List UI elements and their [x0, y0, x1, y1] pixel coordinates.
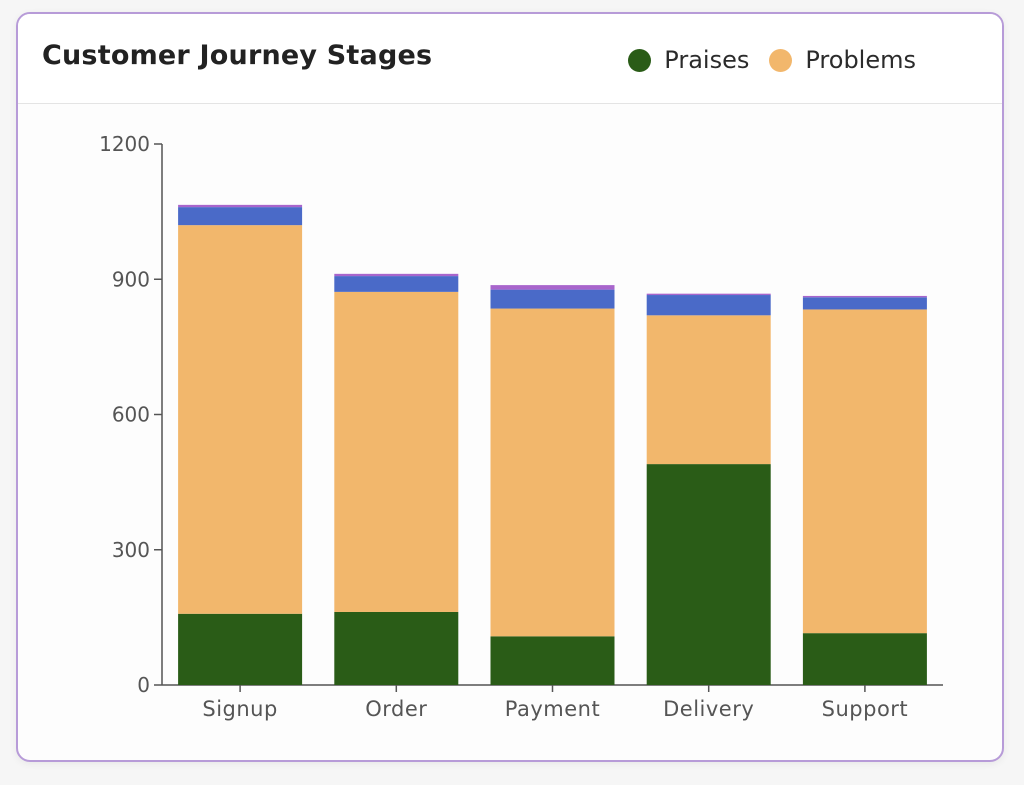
x-tick-label-payment: Payment	[505, 697, 600, 721]
bar-signup-series-4	[178, 204, 303, 208]
legend: Praises Problems	[608, 46, 916, 74]
bar-order-problems	[334, 291, 459, 612]
labels: 0 300 600 900 1200 Signup Order Payment Delivery…	[99, 132, 908, 721]
bar-delivery-series-3	[646, 295, 771, 316]
bar-delivery-praises	[646, 464, 771, 685]
card-header: Customer Journey Stages Praises Problems	[18, 14, 1002, 104]
bar-support-series-3	[802, 297, 927, 310]
chart-card: Customer Journey Stages Praises Problems…	[16, 12, 1004, 762]
legend-label-praises: Praises	[664, 46, 750, 74]
y-tick-label: 1200	[99, 132, 150, 156]
bar-order-series-4	[334, 273, 459, 277]
y-tick-label: 900	[112, 267, 150, 291]
bar-payment-problems	[490, 308, 615, 637]
bars	[178, 204, 927, 685]
x-tick-label-order: Order	[365, 697, 427, 721]
legend-swatch-praises	[628, 48, 652, 72]
bar-delivery-problems	[646, 315, 771, 465]
x-tick-label-delivery: Delivery	[663, 697, 754, 721]
chart-title: Customer Journey Stages	[42, 40, 433, 71]
bar-delivery-series-4	[646, 293, 771, 296]
bar-payment-praises	[490, 636, 615, 685]
bar-support-praises	[802, 633, 927, 685]
bar-signup-series-3	[178, 207, 303, 226]
legend-label-problems: Problems	[805, 46, 916, 74]
bar-support-series-4	[802, 295, 927, 298]
x-tick-label-signup: Signup	[202, 697, 277, 721]
legend-item-problems[interactable]: Problems	[769, 46, 916, 74]
bar-signup-problems	[178, 225, 303, 614]
legend-swatch-problems	[769, 48, 793, 72]
bar-signup-praises	[178, 613, 303, 685]
y-tick-label: 600	[112, 403, 150, 427]
y-tick-label: 0	[137, 673, 150, 697]
bar-payment-series-4	[490, 285, 615, 290]
bar-support-problems	[802, 309, 927, 634]
bar-payment-series-3	[490, 289, 615, 309]
y-tick-label: 300	[112, 538, 150, 562]
x-tick-label-support: Support	[822, 697, 909, 721]
legend-item-praises[interactable]: Praises	[628, 46, 749, 74]
bar-order-series-3	[334, 276, 459, 292]
bar-order-praises	[334, 611, 459, 685]
stacked-bar-chart: 0 300 600 900 1200 Signup Order Payment Delivery…	[99, 132, 943, 721]
